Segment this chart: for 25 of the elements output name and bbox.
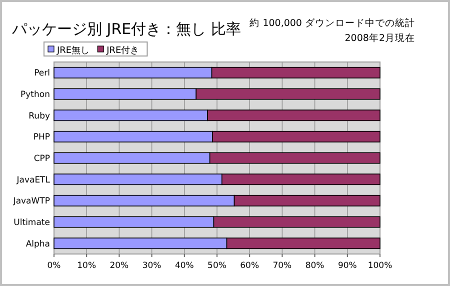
x-tick-label: 100%: [368, 261, 392, 271]
y-tick-label: Ultimate: [14, 218, 50, 228]
x-tick-label: 30%: [142, 261, 162, 271]
y-tick-label: CPP: [34, 154, 50, 164]
title: パッケージ別 JRE付き：無し 比率: [12, 20, 241, 38]
x-tick-label: 60%: [240, 261, 260, 271]
x-tick-label: 10%: [77, 261, 96, 271]
y-tick-label: Alpha: [26, 239, 50, 250]
x-tick-label: 90%: [338, 261, 357, 271]
y-tick-label: Perl: [34, 68, 50, 79]
text: 2008年2月現在: [344, 32, 415, 44]
x-tick-label: 50%: [208, 261, 226, 271]
y-tick-label: Python: [20, 90, 50, 100]
y-tick-label: PHP: [33, 132, 50, 143]
x-tick-label: 70%: [272, 261, 292, 271]
y-tick-label: JavaWTP: [12, 196, 50, 207]
x-tick-label: 40%: [174, 261, 194, 271]
x-tick-label: 80%: [305, 261, 324, 271]
x-tick-label: 20%: [110, 261, 129, 271]
legend-label: JRE無し: [56, 45, 90, 56]
legend-label: JRE付き: [106, 45, 140, 56]
x-tick-label: 0%: [47, 261, 61, 271]
y-tick-label: Ruby: [28, 111, 50, 122]
y-tick-label: JavaETL: [16, 175, 50, 186]
text: 約 100,000 ダウンロード中での統計: [250, 17, 415, 29]
